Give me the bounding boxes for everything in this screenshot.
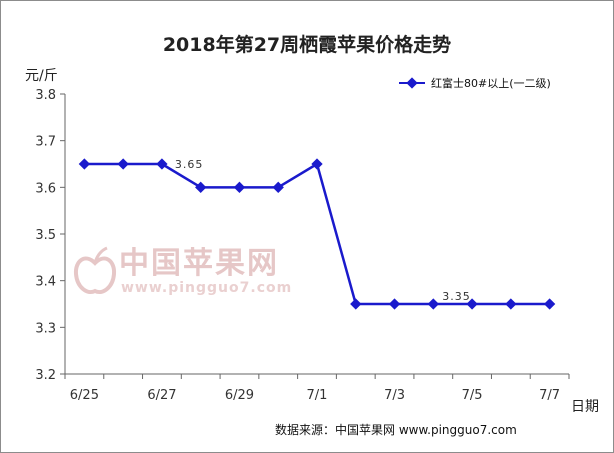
data-label: 3.65 (175, 158, 204, 171)
data-point (505, 298, 517, 310)
legend-entry: 红富士80#以上(一二级) (431, 76, 551, 90)
apple-logo-icon (73, 246, 117, 294)
legend: 红富士80#以上(一二级) (399, 76, 551, 90)
data-point (156, 158, 168, 170)
watermark: 中国苹果网 www.pingguo7.com (73, 246, 292, 296)
x-tick-label: 7/5 (462, 388, 483, 403)
data-point (117, 158, 129, 170)
data-point (311, 158, 323, 170)
data-point (466, 298, 478, 310)
data-point (272, 181, 284, 193)
x-tick-label: 7/3 (384, 388, 405, 403)
y-tick-label: 3.4 (35, 275, 56, 290)
data-point (233, 181, 246, 193)
data-point (388, 298, 401, 310)
y-axis-label: 元/斤 (25, 68, 58, 84)
data-point (543, 298, 556, 310)
watermark-text: 中国苹果网 (119, 246, 279, 281)
x-tick-label: 6/29 (225, 388, 254, 403)
y-tick-label: 3.6 (35, 181, 56, 196)
x-tick-label: 7/1 (307, 388, 328, 403)
data-labels: 3.65 3.35 (175, 158, 471, 303)
y-tick-label: 3.8 (35, 88, 56, 103)
watermark-url: www.pingguo7.com (121, 280, 292, 296)
x-axis-label: 日期 (571, 399, 599, 415)
data-label: 3.35 (442, 290, 471, 303)
y-tick-label: 3.5 (35, 228, 56, 243)
y-tick-label: 3.2 (35, 368, 56, 383)
data-point (350, 298, 362, 310)
axes: 3.2 3.3 3.4 3.5 3.6 3.7 3.8 6/25 6/27 6/29 7/1 7/3 7… (35, 88, 570, 403)
legend-marker (406, 77, 418, 89)
x-tick-label: 6/27 (147, 388, 176, 403)
data-point (78, 158, 91, 170)
x-tick-label: 7/7 (539, 388, 560, 403)
y-tick-label: 3.7 (35, 135, 56, 150)
source-note: 数据来源：中国苹果网 www.pingguo7.com (275, 422, 517, 437)
chart-title: 2018年第27周栖霞苹果价格走势 (163, 33, 451, 56)
data-point (195, 181, 207, 193)
x-tick-label: 6/25 (70, 388, 99, 403)
data-point (427, 298, 439, 310)
y-tick-label: 3.3 (35, 321, 56, 336)
